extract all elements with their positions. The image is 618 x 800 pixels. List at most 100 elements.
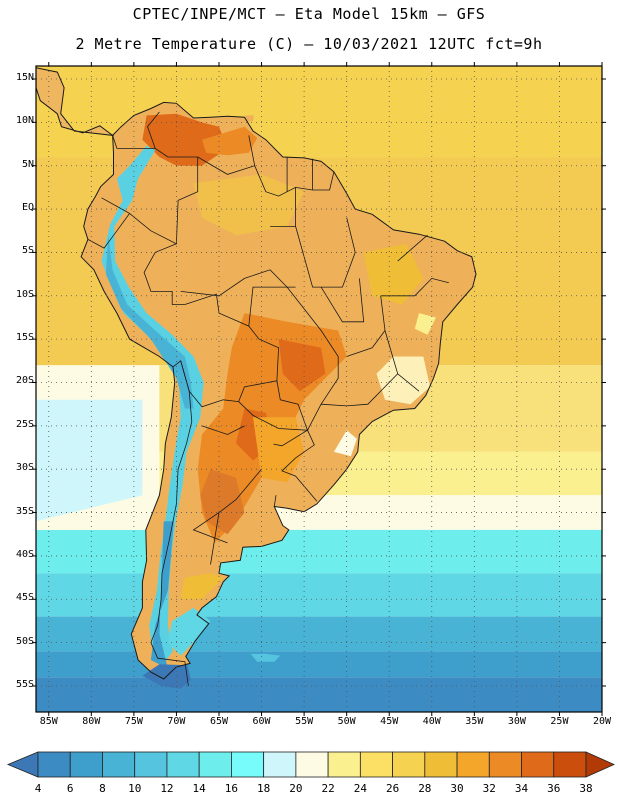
- lon-label: 50W: [337, 716, 356, 727]
- colorbar-box: [37, 751, 71, 778]
- map-frame: [35, 65, 603, 713]
- country-border: [147, 111, 160, 149]
- lat-label: 5N: [21, 158, 34, 170]
- lon-label: 25W: [550, 716, 569, 727]
- lat-label: 50S: [15, 635, 34, 647]
- lat-label: 15S: [15, 332, 34, 344]
- lat-label: 45S: [15, 592, 34, 604]
- colorbar-box: [359, 751, 393, 778]
- pacific-cold-water: [36, 399, 143, 522]
- colorbar-box: [488, 751, 522, 778]
- lon-label: 40W: [422, 716, 441, 727]
- colorbar-label: 28: [418, 782, 432, 795]
- colorbar-box: [327, 751, 361, 778]
- country-border: [273, 495, 277, 507]
- country-border: [397, 373, 420, 392]
- lon-label: 55W: [295, 716, 314, 727]
- colorbar-label: 20: [289, 782, 303, 795]
- island: [245, 115, 254, 122]
- country-border: [346, 295, 386, 357]
- colorbar-box: [521, 751, 555, 778]
- country-border: [286, 286, 339, 405]
- warm-region: [363, 243, 424, 305]
- lon-label: 65W: [209, 716, 229, 727]
- colorbar-label: 24: [353, 782, 367, 795]
- lon-label: 30W: [507, 716, 526, 727]
- country-border: [87, 213, 130, 249]
- colorbar-box: [231, 751, 265, 778]
- cool-region: [376, 356, 431, 405]
- country-border: [397, 234, 428, 262]
- chart-title-line1: CPTEC/INPE/MCT – Eta Model 15km – GFS: [132, 5, 486, 23]
- country-border: [248, 286, 296, 327]
- chart-title-line2: 2 Metre Temperature (C) – 10/03/2021 12U…: [75, 35, 543, 53]
- country-border: [276, 380, 308, 431]
- warm-region: [253, 417, 305, 483]
- colorbar-label: 14: [192, 782, 206, 795]
- country-border: [180, 269, 288, 297]
- ocean-band: [36, 529, 602, 574]
- ocean-band: [36, 651, 602, 678]
- colorbar-label: 6: [66, 782, 74, 795]
- colorbar-box: [263, 751, 297, 778]
- country-border: [254, 165, 335, 197]
- colorbar-max-arrow: [585, 751, 615, 778]
- lat-label: 15N: [15, 72, 34, 83]
- colorbar-label: 38: [579, 782, 593, 795]
- ocean-band: [36, 677, 602, 712]
- warm-region: [202, 126, 258, 156]
- colorbar-label: 10: [128, 782, 142, 795]
- colorbar-box: [392, 751, 426, 778]
- coastline: [80, 101, 477, 680]
- lat-label: 10S: [15, 288, 34, 300]
- lat-label: 35S: [15, 505, 34, 517]
- lon-label: 75W: [124, 716, 143, 727]
- colorbar-box: [198, 751, 232, 778]
- colorbar-label: 30: [450, 782, 464, 795]
- map-layer: [36, 66, 602, 712]
- country-border: [201, 425, 245, 435]
- ocean-band: [36, 573, 602, 617]
- patagonia-cool-region: [167, 607, 211, 656]
- warm-region: [193, 174, 305, 236]
- colorbar-label: 8: [99, 782, 106, 795]
- patagonia-cold-core: [150, 521, 174, 669]
- lon-label: 35W: [465, 716, 484, 727]
- coastline-central-america: [36, 67, 115, 137]
- falkland-islands: [250, 653, 281, 662]
- lat-label: 20S: [15, 375, 34, 387]
- colorbar-label: 32: [482, 782, 496, 795]
- colorbar-box: [102, 751, 136, 778]
- colorbar-box: [166, 751, 200, 778]
- country-border: [150, 360, 193, 687]
- colorbar-box: [295, 751, 329, 778]
- country-border: [307, 330, 399, 431]
- country-border: [295, 217, 356, 288]
- lon-label: 20W: [592, 716, 612, 727]
- lat-label: 40S: [15, 548, 34, 560]
- lat-label: 25S: [15, 418, 34, 430]
- country-border: [281, 430, 318, 502]
- country-border: [143, 243, 185, 305]
- lat-label: 55S: [15, 678, 34, 690]
- colorbar-label: 18: [257, 782, 271, 795]
- colorbar-label: 26: [385, 782, 400, 795]
- lat-label: 30S: [15, 462, 34, 474]
- lon-label: 80W: [82, 716, 101, 727]
- lon-label: 70W: [167, 716, 186, 727]
- warm-region: [180, 573, 224, 600]
- colorbar-label: 36: [547, 782, 561, 795]
- lon-label: 60W: [252, 716, 271, 727]
- country-border: [197, 135, 256, 175]
- country-border: [320, 278, 365, 323]
- colorbar-box: [69, 751, 103, 778]
- colorbar-box: [456, 751, 490, 778]
- colorbar-label: 12: [160, 782, 174, 795]
- colorbar-label: 4: [34, 782, 42, 795]
- colorbar-label: 16: [224, 782, 239, 795]
- lat-label: 10N: [15, 115, 34, 127]
- country-border: [270, 187, 296, 227]
- andes-cold-strip: [101, 145, 204, 669]
